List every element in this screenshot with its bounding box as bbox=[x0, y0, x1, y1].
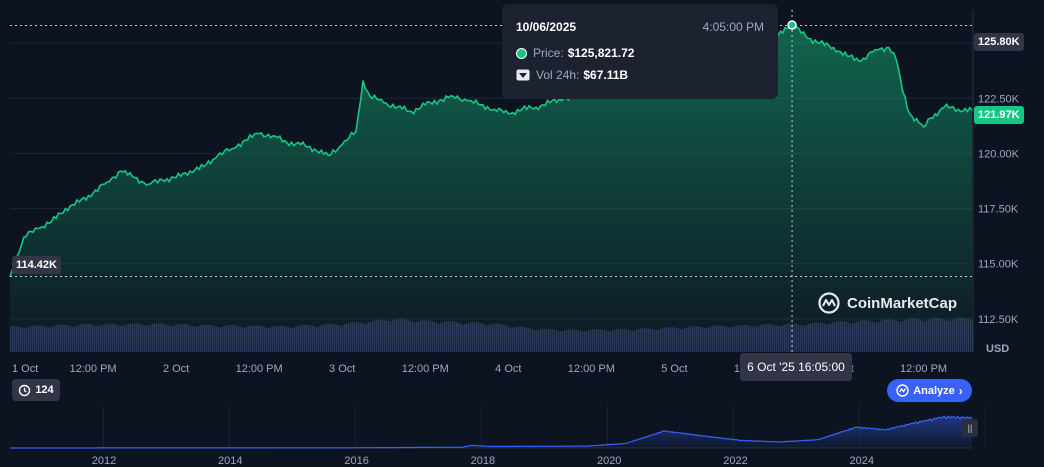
x-tick-label: 2 Oct bbox=[163, 363, 189, 375]
history-brush-chart bbox=[10, 405, 986, 449]
volume-bar bbox=[972, 320, 974, 352]
brush-tick-label: 2012 bbox=[92, 455, 116, 467]
price-line bbox=[9, 23, 973, 278]
y-tick-label: 122.50K bbox=[978, 93, 1020, 105]
brush-area-fill bbox=[10, 416, 972, 448]
brush-tick-label: 2020 bbox=[597, 455, 621, 467]
y-tick-label: 117.50K bbox=[978, 204, 1019, 216]
history-clock-icon bbox=[18, 384, 31, 397]
coinmarketcap-watermark: CoinMarketCap bbox=[818, 292, 957, 314]
brush-tick-label: 2014 bbox=[218, 455, 242, 467]
crosshair-time-label: 6 Oct '25 16:05:00 bbox=[740, 353, 852, 381]
brush-tick-label: 2022 bbox=[723, 455, 747, 467]
watermark-text: CoinMarketCap bbox=[847, 294, 958, 312]
tooltip-price-label: Price: bbox=[533, 46, 564, 60]
price-dot-icon bbox=[516, 47, 527, 59]
tooltip-volume-label: Vol 24h: bbox=[536, 68, 580, 82]
analyze-icon bbox=[896, 384, 909, 397]
x-tick-label: 12:00 PM bbox=[402, 363, 449, 375]
x-tick-label: 5 Oct bbox=[661, 363, 687, 375]
history-badge[interactable]: 124 bbox=[12, 379, 60, 401]
price-area-fill bbox=[10, 25, 972, 352]
brush-tick-label: 2024 bbox=[850, 455, 874, 467]
analyze-button[interactable]: Analyze › bbox=[887, 379, 972, 402]
x-tick-label: 12:00 PM bbox=[236, 363, 283, 375]
y-tick-label: 115.00K bbox=[978, 259, 1019, 271]
x-tick-label: 4 Oct bbox=[495, 363, 521, 375]
tooltip-volume-value: $67.11B bbox=[583, 68, 629, 82]
currency-label: USD bbox=[986, 343, 1010, 355]
brush-drag-handle[interactable]: || bbox=[962, 419, 978, 437]
brush-tick-label: 2016 bbox=[344, 455, 368, 467]
brush-line bbox=[10, 415, 973, 449]
brush-axis-ticks: 2012 2014 2016 2018 2020 2022 2024 bbox=[92, 455, 874, 467]
tooltip-date: 10/06/2025 bbox=[516, 20, 577, 34]
current-price-tag: 121.97K bbox=[974, 106, 1024, 124]
x-tick-label: 3 Oct bbox=[329, 363, 355, 375]
y-tick-label: 112.50K bbox=[978, 314, 1019, 326]
tooltip-price-value: $125,821.72 bbox=[567, 46, 635, 60]
chevron-right-icon: › bbox=[958, 383, 963, 398]
history-count: 124 bbox=[35, 384, 54, 396]
x-tick-label: 12:00 PM bbox=[568, 363, 615, 375]
x-tick-label: 12:00 PM bbox=[900, 363, 947, 375]
price-tooltip: 10/06/2025 4:05:00 PM Price: $125,821.72… bbox=[502, 4, 778, 99]
high-price-tag: 125.80K bbox=[974, 33, 1024, 51]
y-axis-ticks: 125.00K122.50K120.00K117.50K115.00K112.5… bbox=[978, 38, 1020, 326]
y-tick-label: 120.00K bbox=[978, 148, 1020, 160]
brush-tick-label: 2018 bbox=[471, 455, 495, 467]
analyze-label: Analyze bbox=[913, 384, 955, 397]
reference-lines bbox=[10, 10, 972, 352]
low-price-tag: 114.42K bbox=[12, 256, 61, 274]
volume-diamond-icon bbox=[516, 69, 530, 81]
x-tick-label: 1 Oct bbox=[12, 363, 38, 375]
tooltip-time: 4:05:00 PM bbox=[702, 20, 764, 34]
coinmarketcap-logo-icon bbox=[818, 292, 840, 314]
crosshair-point bbox=[787, 20, 797, 30]
x-tick-label: 12:00 PM bbox=[70, 363, 117, 375]
